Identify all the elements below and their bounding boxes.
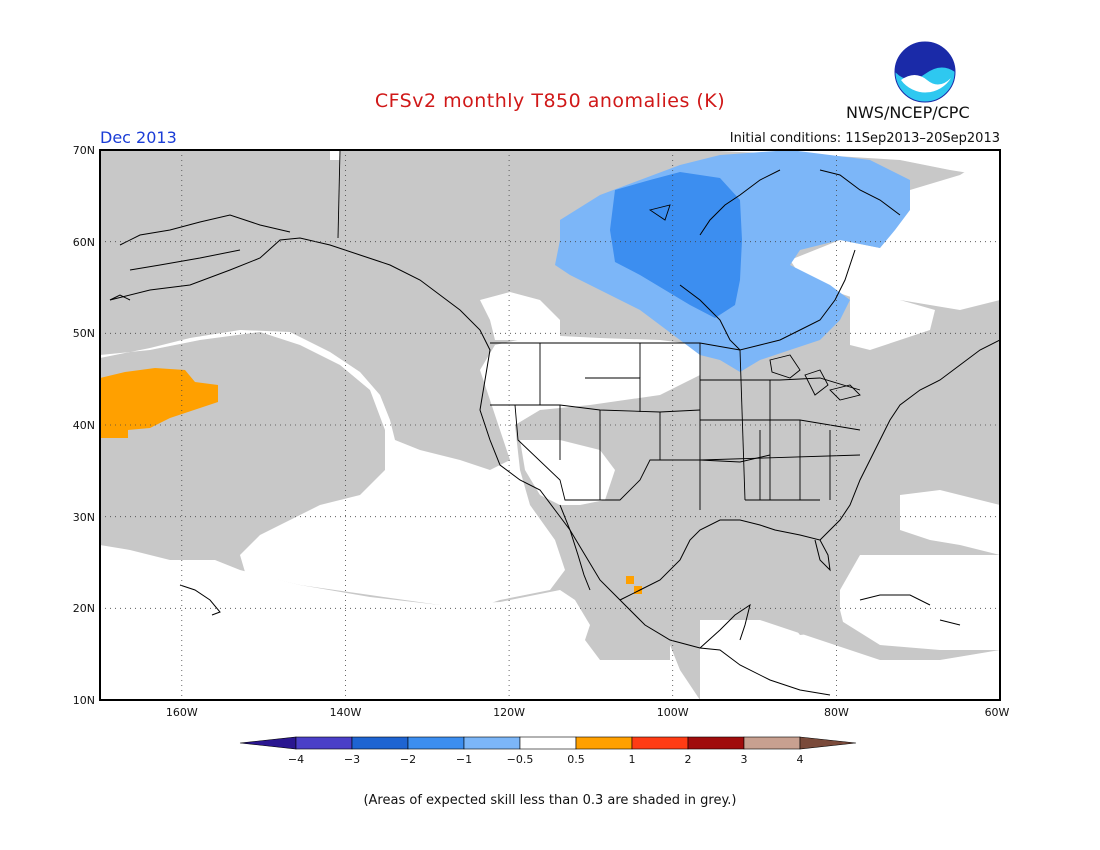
lon-label: 120W (493, 706, 525, 719)
colorbar-swatch (407, 736, 465, 750)
skill-footnote: (Areas of expected skill less than 0.3 a… (363, 793, 737, 808)
pacific-low-skill-patch (100, 470, 205, 555)
colorbar-labels: −4 −3 −2 −1 −0.5 0.5 1 2 3 4 (288, 753, 804, 766)
colorbar-swatch (463, 736, 521, 750)
warm-anomaly-north-pacific (100, 368, 218, 438)
colorbar-tick-label: 4 (797, 753, 804, 766)
lat-label: 20N (73, 602, 95, 615)
lon-label: 80W (824, 706, 849, 719)
forecast-month: Dec 2013 (100, 128, 177, 147)
lon-label: 100W (657, 706, 689, 719)
noaa-logo (893, 40, 957, 108)
lat-label: 70N (73, 144, 95, 157)
colorbar-swatch (295, 736, 353, 750)
colorbar-arrow-high (799, 736, 857, 750)
lon-axis: 160W 140W 120W 100W 80W 60W (166, 706, 1010, 719)
graticule (100, 150, 1000, 700)
initial-conditions: Initial conditions: 11Sep2013–20Sep2013 (729, 131, 1000, 146)
colorbar-tick-label: −3 (344, 753, 360, 766)
lon-label: 140W (330, 706, 362, 719)
colorbar-swatch (631, 736, 689, 750)
colorbar-swatches (239, 736, 857, 750)
lat-label: 60N (73, 236, 95, 249)
colorbar-swatch (575, 736, 633, 750)
warm-anomaly-mexico-2 (634, 586, 642, 594)
lat-label: 40N (73, 419, 95, 432)
colorbar-swatch (351, 736, 409, 750)
colorbar-tick-label: −0.5 (507, 753, 534, 766)
lon-label: 160W (166, 706, 198, 719)
colorbar-tick-label: 3 (741, 753, 748, 766)
lakes (648, 204, 861, 401)
colorbar-swatch (743, 736, 801, 750)
map-frame (99, 149, 1001, 701)
state-boundaries (337, 150, 861, 510)
colorbar-tick-label: 1 (629, 753, 636, 766)
map-title: CFSv2 monthly T850 anomalies (K) (374, 90, 726, 112)
colorbar-tick-label: 0.5 (567, 753, 585, 766)
cool-anomaly-medium (610, 172, 742, 318)
colorbar-swatch (687, 736, 745, 750)
lat-label: 30N (73, 511, 95, 524)
colorbar-tick-label: −4 (288, 753, 304, 766)
colorbar-tick-label: −1 (456, 753, 472, 766)
lat-label: 10N (73, 694, 95, 707)
colorbar-tick-label: 2 (685, 753, 692, 766)
lon-label: 60W (985, 706, 1010, 719)
warm-anomaly-mexico (626, 576, 634, 584)
colorbar-tick-label: −2 (400, 753, 416, 766)
colorbar-swatch (519, 736, 577, 750)
colorbar-arrow-low (239, 736, 297, 750)
agency-label: NWS/NCEP/CPC (846, 103, 970, 122)
lat-label: 50N (73, 327, 95, 340)
lat-axis: 10N 20N 30N 40N 50N 60N 70N (73, 144, 95, 707)
